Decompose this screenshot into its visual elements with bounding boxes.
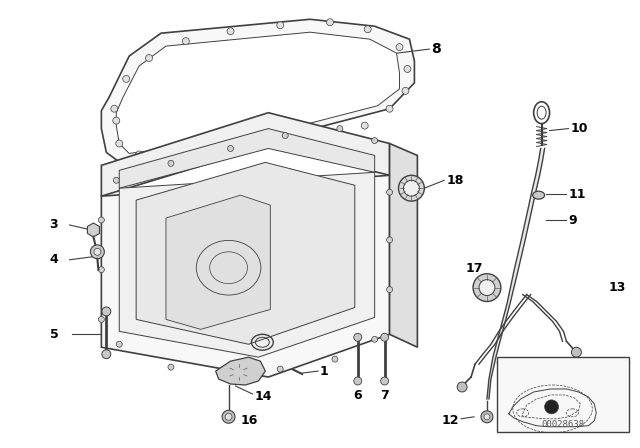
Circle shape [372, 138, 378, 143]
Circle shape [272, 142, 279, 149]
Circle shape [354, 333, 362, 341]
Text: 13: 13 [608, 281, 625, 294]
Circle shape [387, 189, 392, 195]
Circle shape [572, 347, 581, 357]
Circle shape [399, 175, 424, 201]
Circle shape [116, 341, 122, 347]
Circle shape [111, 105, 118, 112]
Circle shape [182, 38, 189, 45]
Text: 8: 8 [431, 42, 441, 56]
Text: 1: 1 [320, 365, 329, 378]
Circle shape [337, 125, 343, 132]
Circle shape [326, 19, 333, 26]
Circle shape [99, 267, 104, 273]
Circle shape [484, 414, 490, 420]
Circle shape [168, 160, 174, 166]
Text: 6: 6 [353, 389, 362, 402]
Polygon shape [101, 113, 390, 196]
Text: 16: 16 [241, 414, 258, 427]
Circle shape [113, 177, 119, 183]
Text: 5: 5 [50, 328, 58, 341]
Circle shape [481, 411, 493, 423]
Circle shape [276, 22, 284, 29]
Text: 11: 11 [568, 188, 586, 201]
Circle shape [223, 371, 228, 377]
Polygon shape [101, 19, 415, 164]
Circle shape [136, 151, 143, 158]
Text: 17: 17 [465, 262, 483, 275]
Circle shape [354, 377, 362, 385]
Circle shape [402, 87, 409, 95]
Ellipse shape [532, 191, 545, 199]
Polygon shape [101, 175, 390, 377]
Polygon shape [487, 148, 545, 399]
Circle shape [116, 140, 123, 147]
Text: 10: 10 [570, 122, 588, 135]
Circle shape [90, 245, 104, 259]
Circle shape [228, 146, 234, 151]
Text: 18: 18 [446, 174, 463, 187]
Circle shape [361, 122, 368, 129]
Circle shape [222, 147, 229, 154]
Circle shape [372, 336, 378, 342]
Circle shape [545, 400, 559, 414]
Circle shape [168, 364, 174, 370]
Circle shape [225, 414, 232, 420]
Circle shape [277, 366, 284, 372]
Circle shape [457, 382, 467, 392]
Text: 2: 2 [278, 353, 287, 366]
Polygon shape [119, 172, 374, 357]
Polygon shape [166, 195, 270, 329]
Text: 14: 14 [255, 390, 272, 403]
Circle shape [386, 105, 393, 112]
Text: 3: 3 [50, 219, 58, 232]
Circle shape [145, 55, 152, 61]
Circle shape [387, 237, 392, 243]
Polygon shape [119, 129, 374, 188]
Circle shape [222, 410, 235, 423]
Circle shape [99, 316, 104, 323]
Circle shape [404, 65, 411, 73]
Circle shape [282, 133, 288, 138]
FancyBboxPatch shape [497, 357, 629, 432]
Circle shape [172, 152, 179, 159]
Polygon shape [136, 162, 355, 344]
Circle shape [396, 43, 403, 51]
Text: 7: 7 [380, 389, 389, 402]
Circle shape [364, 26, 371, 33]
Circle shape [403, 180, 419, 196]
Text: 4: 4 [50, 253, 58, 266]
Text: 9: 9 [568, 214, 577, 227]
Text: 15: 15 [219, 341, 236, 354]
Circle shape [479, 280, 495, 296]
Circle shape [94, 248, 101, 255]
Circle shape [113, 117, 120, 124]
Polygon shape [88, 223, 99, 237]
Polygon shape [390, 143, 417, 347]
Text: 00028638: 00028638 [541, 420, 584, 429]
Circle shape [102, 350, 111, 359]
Circle shape [381, 333, 388, 341]
Circle shape [332, 356, 338, 362]
Circle shape [381, 377, 388, 385]
Circle shape [123, 75, 130, 82]
Circle shape [317, 135, 323, 142]
Polygon shape [216, 357, 266, 385]
Circle shape [227, 28, 234, 34]
Circle shape [99, 217, 104, 223]
Circle shape [102, 307, 111, 316]
Text: 12: 12 [441, 414, 459, 427]
Circle shape [387, 287, 392, 293]
Circle shape [473, 274, 501, 302]
Polygon shape [116, 32, 399, 154]
